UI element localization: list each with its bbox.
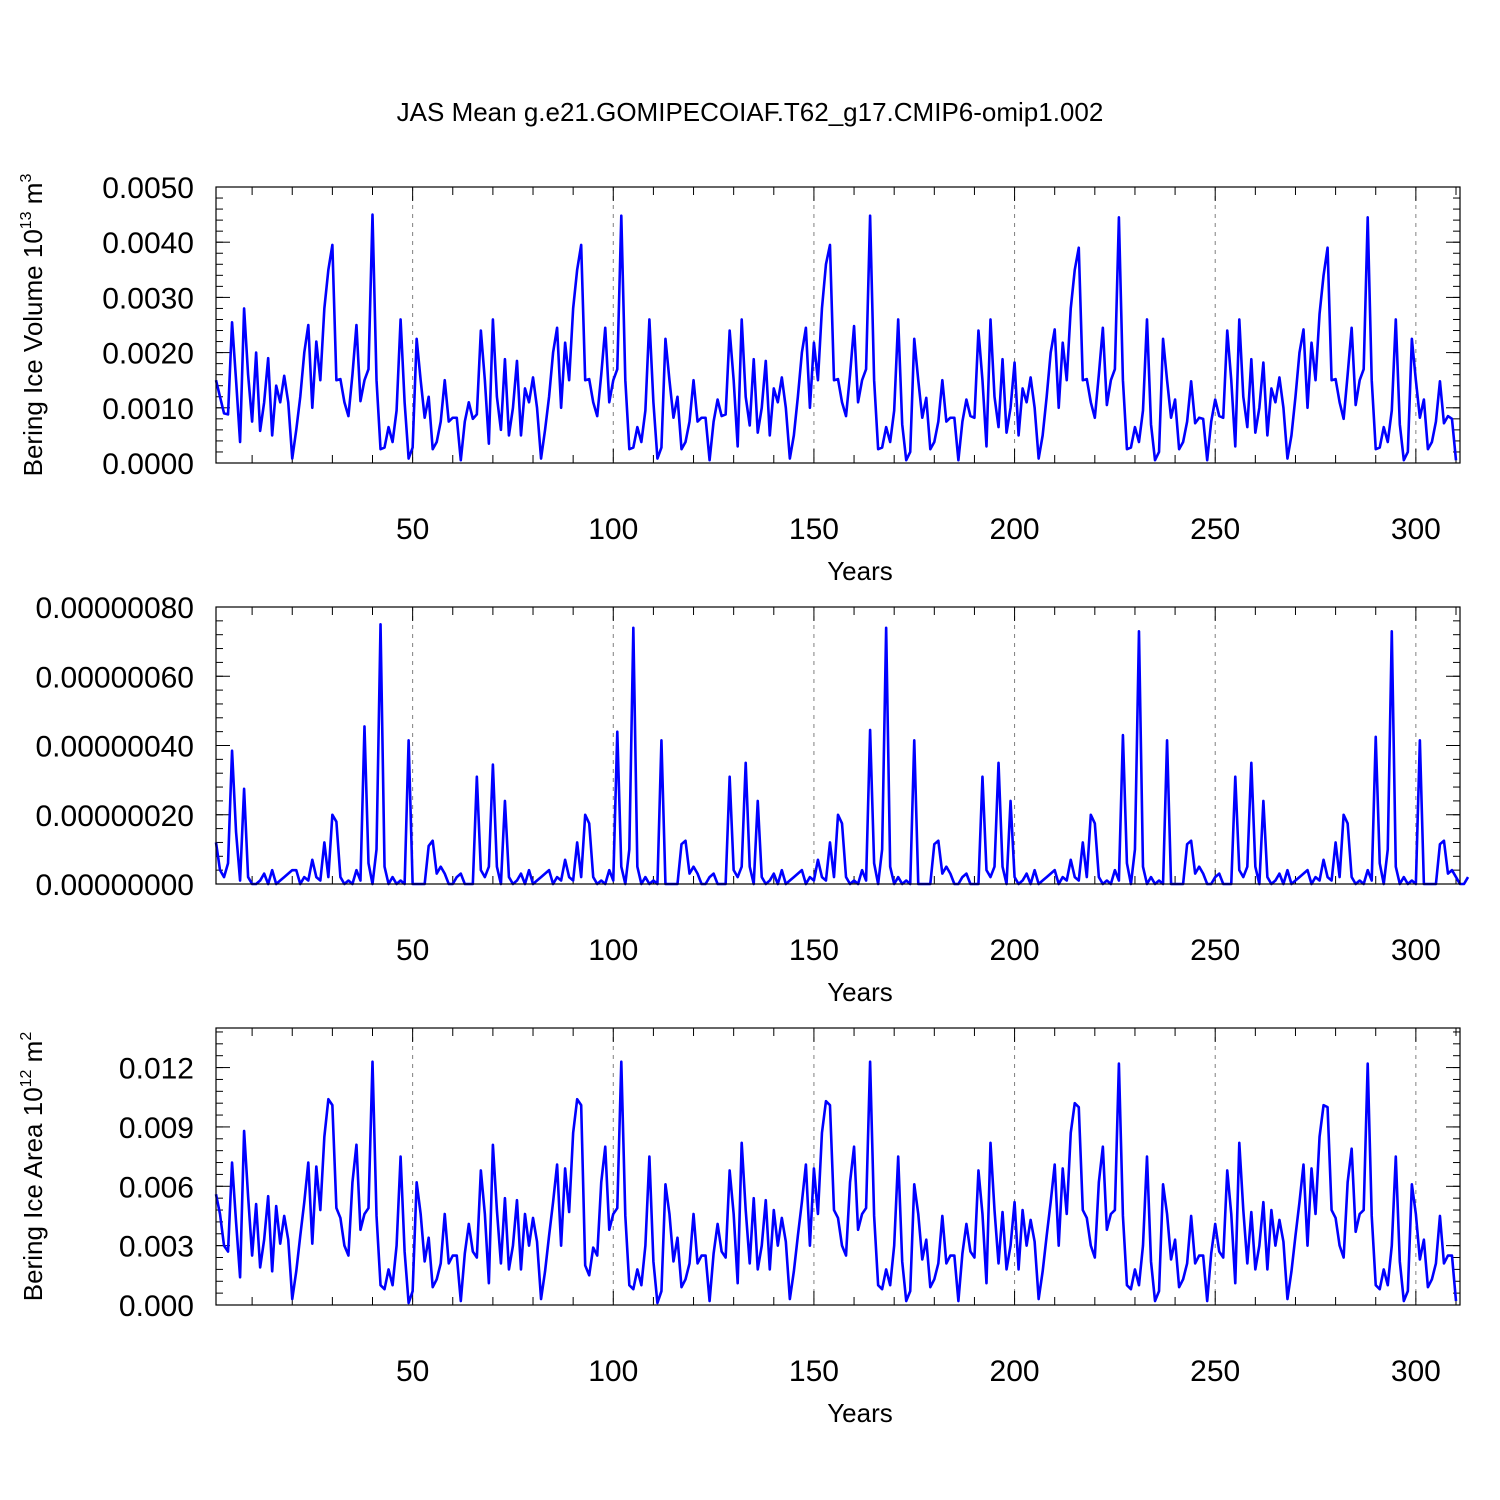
x-tick-label: 150 [789, 513, 839, 546]
y-tick-label: 0.00000040 [36, 731, 195, 764]
data-series-line [214, 213, 1458, 462]
x-tick-label: 50 [396, 934, 429, 967]
x-tick-label: 250 [1190, 934, 1240, 967]
x-tick-label: 100 [588, 1355, 638, 1388]
x-tick-label: 300 [1391, 934, 1441, 967]
data-series-line [214, 1060, 1458, 1305]
figure-title: JAS Mean g.e21.GOMIPECOIAF.T62_g17.CMIP6… [397, 97, 1104, 127]
y-tick-label: 0.00000000 [36, 869, 195, 902]
y-tick-label: 0.00000080 [36, 592, 195, 625]
y-axis-title: Bering Ice Volume 1013 m3 [18, 174, 48, 477]
x-tick-label: 250 [1190, 513, 1240, 546]
y-tick-label: 0.0040 [102, 227, 194, 260]
y-tick-label: 0.0010 [102, 393, 194, 426]
x-tick-label: 150 [789, 1355, 839, 1388]
x-axis-title: Years [827, 556, 893, 586]
data-series-line [214, 623, 1470, 886]
x-tick-label: 200 [990, 1355, 1040, 1388]
y-tick-label: 0.00000020 [36, 800, 195, 833]
y-tick-label: 0.0000 [102, 448, 194, 481]
x-tick-label: 50 [396, 513, 429, 546]
y-tick-label: 0.000 [119, 1290, 194, 1323]
y-tick-label: 0.006 [119, 1171, 194, 1204]
y-tick-label: 0.003 [119, 1231, 194, 1264]
x-tick-label: 300 [1391, 1355, 1441, 1388]
x-tick-label: 200 [990, 513, 1040, 546]
y-tick-label: 0.009 [119, 1112, 194, 1145]
y-tick-label: 0.0030 [102, 282, 194, 315]
y-tick-label: 0.012 [119, 1053, 194, 1086]
x-axis-title: Years [827, 1398, 893, 1428]
x-tick-label: 100 [588, 513, 638, 546]
x-tick-label: 200 [990, 934, 1040, 967]
plot-frame [215, 606, 1461, 885]
y-tick-label: 0.00000060 [36, 661, 195, 694]
x-tick-label: 300 [1391, 513, 1441, 546]
panel-ice-volume: 50 100 150 200 250 300 0.0000 0.0010 0.0020 0.003… [18, 172, 1461, 586]
x-axis-title: Years [827, 977, 893, 1007]
plot-frame [215, 1027, 1461, 1306]
x-tick-label: 250 [1190, 1355, 1240, 1388]
y-axis-title: Bering Ice Area 1012 m2 [18, 1032, 48, 1302]
y-tick-label: 0.0050 [102, 172, 194, 205]
panel-ice-area: 50 100 150 200 250 300 0.000 0.003 0.006 0.009 0.0… [18, 1027, 1461, 1428]
x-tick-label: 150 [789, 934, 839, 967]
panel-series-2: 50 100 150 200 250 300 0.00000000 0.00000020 0.0… [36, 592, 1470, 1007]
plot-frame [215, 186, 1461, 464]
x-tick-label: 100 [588, 934, 638, 967]
y-tick-label: 0.0020 [102, 338, 194, 371]
x-tick-label: 50 [396, 1355, 429, 1388]
